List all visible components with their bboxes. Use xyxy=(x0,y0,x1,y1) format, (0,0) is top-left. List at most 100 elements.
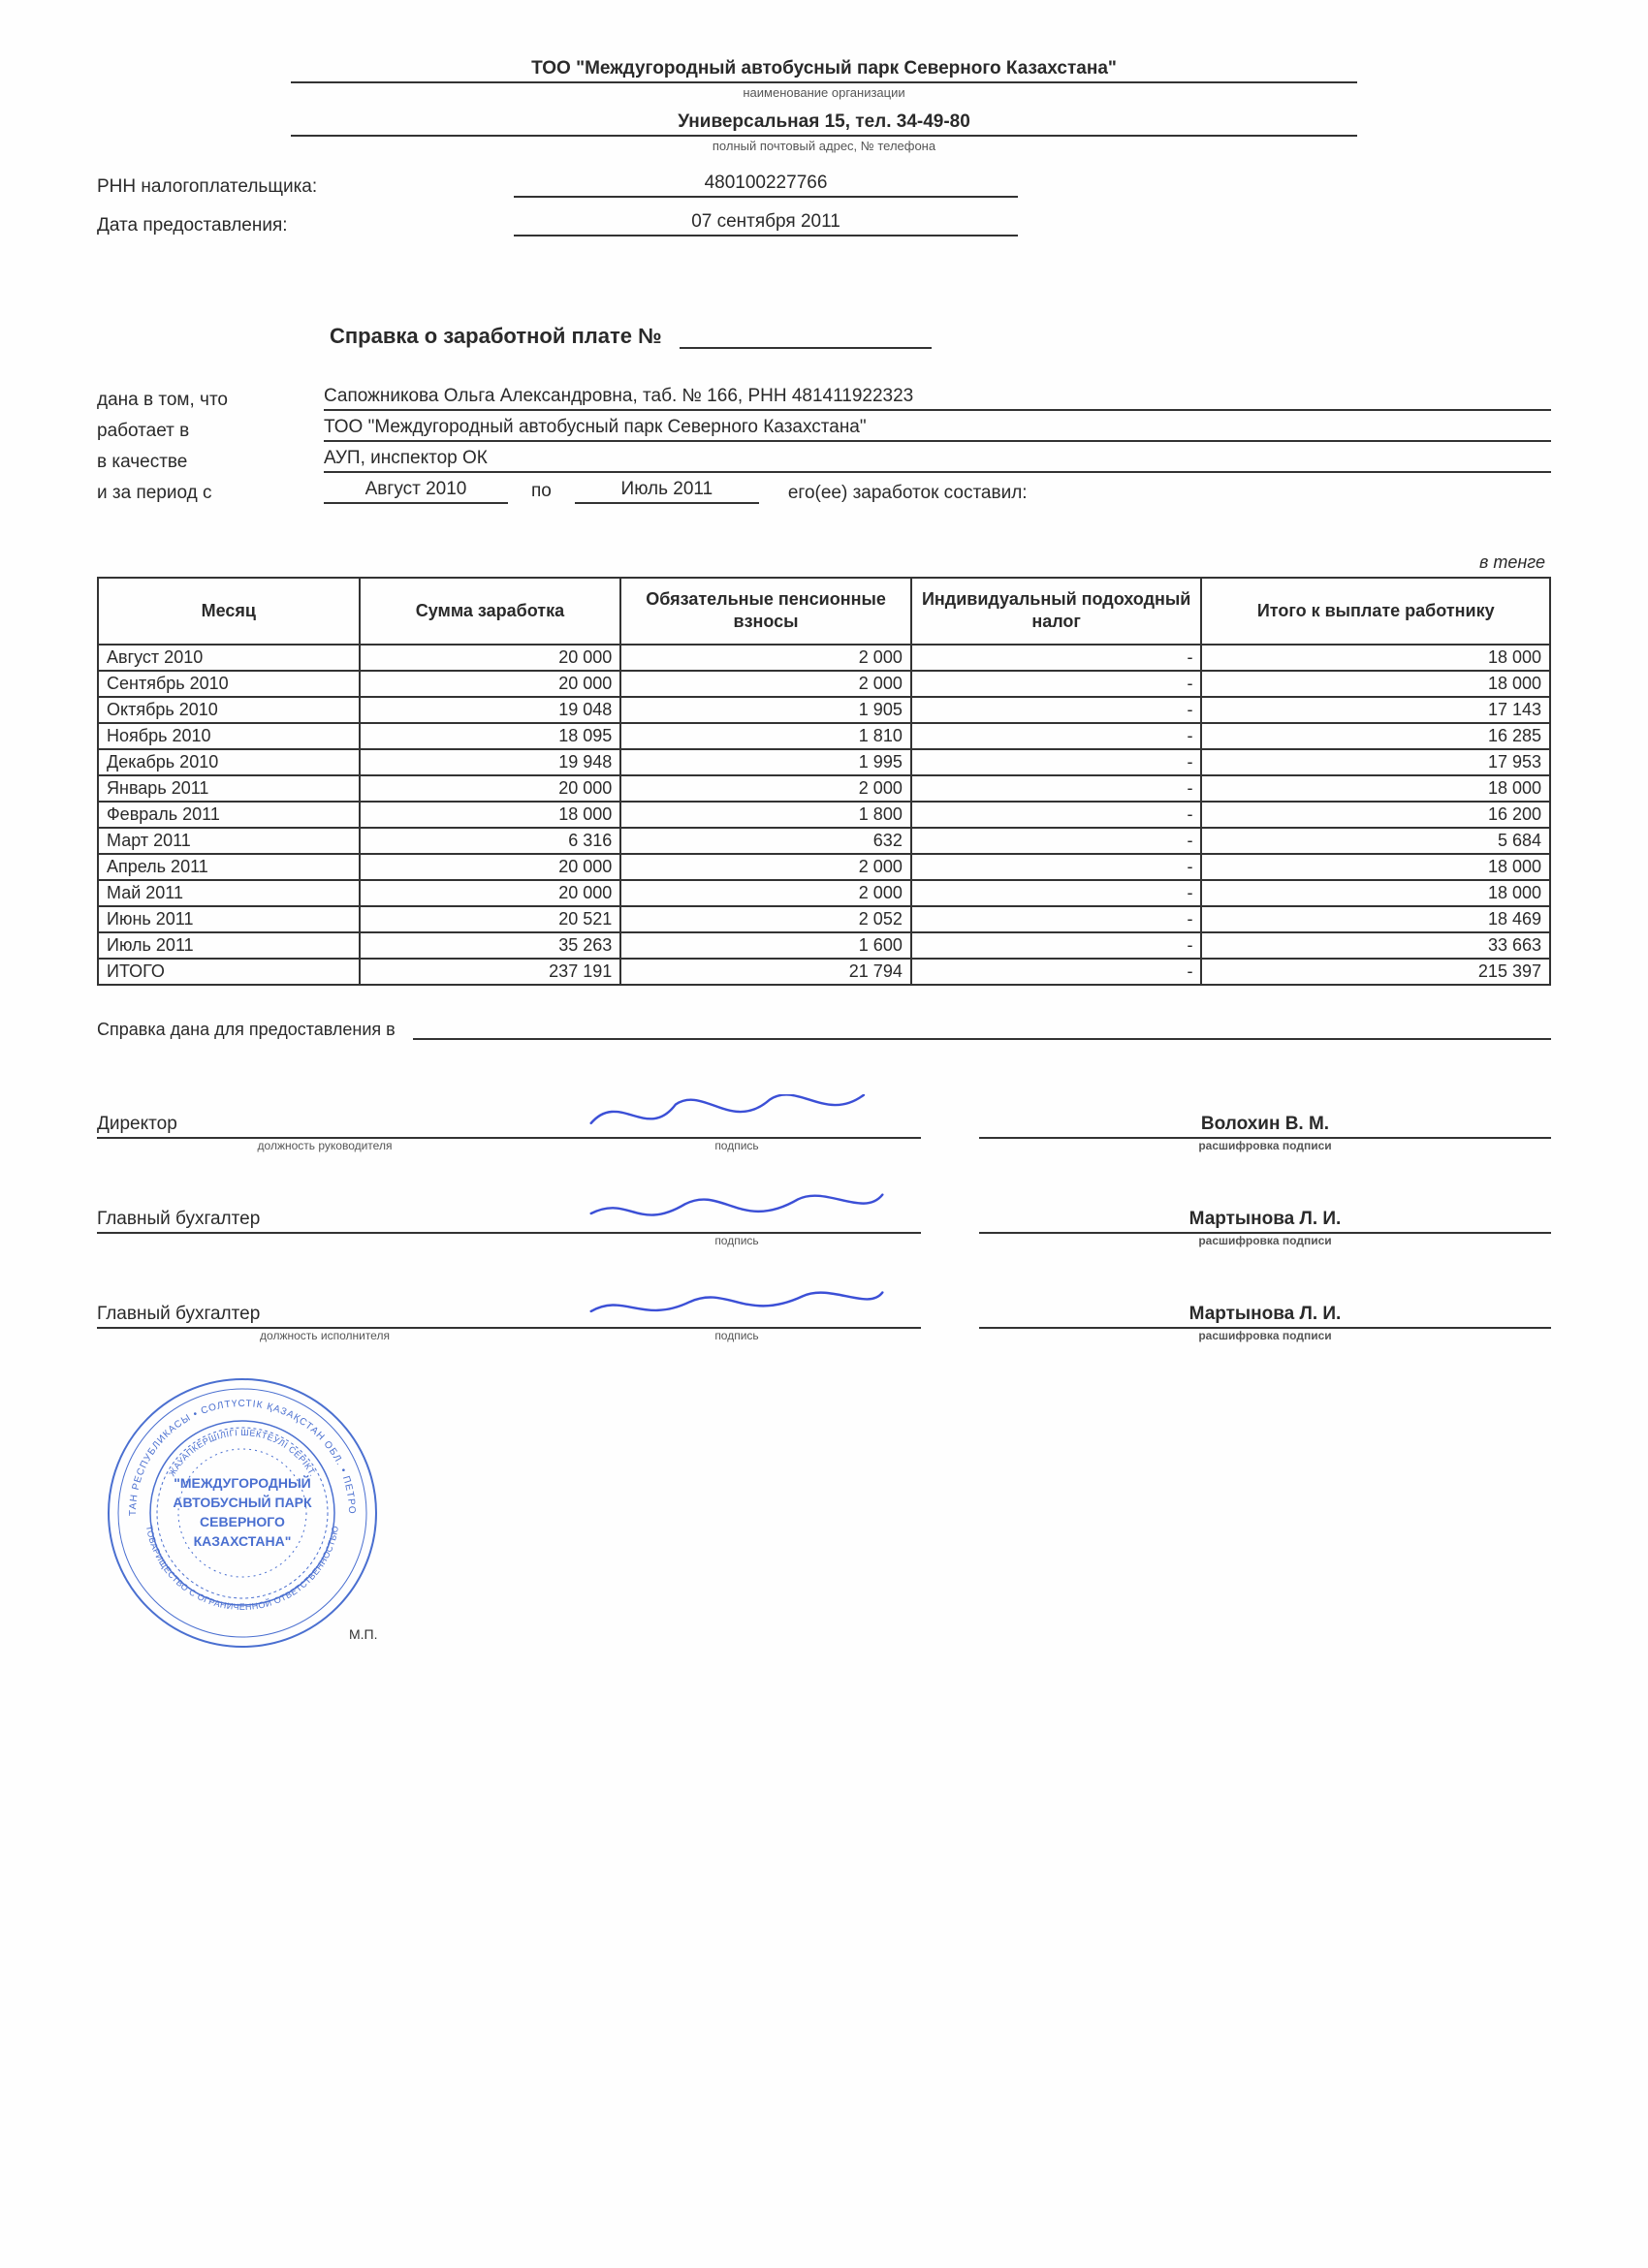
value-cell: 1 810 xyxy=(620,723,911,749)
table-col-header: Сумма заработка xyxy=(360,578,621,645)
stamp-center-1: "МЕЖДУГОРОДНЫЙ xyxy=(174,1474,311,1491)
table-row: Апрель 201120 0002 000-18 000 xyxy=(98,854,1550,880)
signature-role-sublabel: должность исполнителя xyxy=(97,1329,553,1342)
certificate-for-row: Справка дана для предоставления в xyxy=(97,1019,1551,1040)
period-tail: его(ее) заработок составил: xyxy=(759,483,1028,504)
signature-name-sublabel: расшифровка подписи xyxy=(979,1329,1551,1342)
value-cell: 20 000 xyxy=(360,880,621,906)
signature-role: Главный бухгалтер xyxy=(97,1209,553,1234)
signature-name: Мартынова Л. И.расшифровка подписи xyxy=(979,1209,1551,1234)
month-cell: Апрель 2011 xyxy=(98,854,360,880)
value-cell: 2 052 xyxy=(620,906,911,932)
total-value-cell: 237 191 xyxy=(360,959,621,985)
value-cell: 19 048 xyxy=(360,697,621,723)
period-row: Август 2010 по Июль 2011 его(ее) заработ… xyxy=(324,479,1551,504)
signature-role-sublabel: должность руководителя xyxy=(97,1139,553,1152)
value-cell: - xyxy=(911,645,1202,671)
document-page: ТОО "Междугородный автобусный парк Север… xyxy=(0,0,1648,2268)
signatures-block: Директордолжность руководителяподписьВол… xyxy=(97,1098,1551,1329)
value-cell: 16 285 xyxy=(1201,723,1550,749)
value-cell: 1 995 xyxy=(620,749,911,775)
value-cell: 18 000 xyxy=(1201,671,1550,697)
total-label-cell: ИТОГО xyxy=(98,959,360,985)
value-cell: 6 316 xyxy=(360,828,621,854)
period-label: и за период с xyxy=(97,483,310,504)
svg-text:ЖАУАПКЕРШІЛІГІ ШЕКТЕУЛІ СЕРІКТ: ЖАУАПКЕРШІЛІГІ ШЕКТЕУЛІ СЕРІКТ. xyxy=(167,1428,318,1478)
value-cell: 16 200 xyxy=(1201,802,1550,828)
stamp-center-3: СЕВЕРНОГО xyxy=(200,1514,285,1529)
certificate-for-blank xyxy=(413,1019,1551,1040)
value-cell: 19 948 xyxy=(360,749,621,775)
value-cell: 20 000 xyxy=(360,775,621,802)
salary-table-head: МесяцСумма заработкаОбязательные пенсион… xyxy=(98,578,1550,645)
document-number-blank xyxy=(680,328,932,349)
table-row: Август 201020 0002 000-18 000 xyxy=(98,645,1550,671)
value-cell: 632 xyxy=(620,828,911,854)
table-col-header: Итого к выплате работнику xyxy=(1201,578,1550,645)
value-cell: - xyxy=(911,932,1202,959)
value-cell: - xyxy=(911,906,1202,932)
stamp-center-2: АВТОБУСНЫЙ ПАРК xyxy=(173,1494,312,1510)
value-cell: - xyxy=(911,671,1202,697)
value-cell: 1 600 xyxy=(620,932,911,959)
header-fields: РНН налогоплательщика: 480100227766 Дата… xyxy=(97,173,1551,236)
position-label: в качестве xyxy=(97,452,310,473)
organization-name: ТОО "Междугородный автобусный парк Север… xyxy=(291,58,1357,83)
works-at-value: ТОО "Междугородный автобусный парк Север… xyxy=(324,417,1551,442)
value-cell: - xyxy=(911,802,1202,828)
month-cell: Январь 2011 xyxy=(98,775,360,802)
salary-table-body: Август 201020 0002 000-18 000Сентябрь 20… xyxy=(98,645,1550,985)
month-cell: Июль 2011 xyxy=(98,932,360,959)
value-cell: 2 000 xyxy=(620,671,911,697)
salary-table: МесяцСумма заработкаОбязательные пенсион… xyxy=(97,577,1551,986)
value-cell: 33 663 xyxy=(1201,932,1550,959)
month-cell: Август 2010 xyxy=(98,645,360,671)
address-line: Универсальная 15, тел. 34-49-80 xyxy=(291,111,1357,137)
document-title: Справка о заработной плате № xyxy=(330,324,662,349)
month-cell: Сентябрь 2010 xyxy=(98,671,360,697)
value-cell: - xyxy=(911,828,1202,854)
table-row: Июль 201135 2631 600-33 663 xyxy=(98,932,1550,959)
table-row: Февраль 201118 0001 800-16 200 xyxy=(98,802,1550,828)
month-cell: Октябрь 2010 xyxy=(98,697,360,723)
currency-note: в тенге xyxy=(97,552,1551,573)
value-cell: - xyxy=(911,880,1202,906)
month-cell: Май 2011 xyxy=(98,880,360,906)
period-from: Август 2010 xyxy=(324,479,508,504)
table-row: Январь 201120 0002 000-18 000 xyxy=(98,775,1550,802)
month-cell: Ноябрь 2010 xyxy=(98,723,360,749)
employee-info: дана в том, что Сапожникова Ольга Алекса… xyxy=(97,386,1551,504)
value-cell: 2 000 xyxy=(620,854,911,880)
value-cell: - xyxy=(911,749,1202,775)
value-cell: 18 000 xyxy=(1201,645,1550,671)
signature-name-sublabel: расшифровка подписи xyxy=(979,1139,1551,1152)
date-given-value: 07 сентября 2011 xyxy=(514,211,1018,236)
value-cell: 1 800 xyxy=(620,802,911,828)
total-value-cell: 215 397 xyxy=(1201,959,1550,985)
table-col-header: Индивидуальный подоходный налог xyxy=(911,578,1202,645)
table-row: Октябрь 201019 0481 905-17 143 xyxy=(98,697,1550,723)
given-that-label: дана в том, что xyxy=(97,390,310,411)
month-cell: Декабрь 2010 xyxy=(98,749,360,775)
value-cell: 18 000 xyxy=(1201,854,1550,880)
certificate-for-label: Справка дана для предоставления в xyxy=(97,1020,396,1040)
value-cell: 18 000 xyxy=(1201,775,1550,802)
signature-scribble: подпись xyxy=(553,1193,921,1234)
stamp-mid-text: ЖАУАПКЕРШІЛІГІ ШЕКТЕУЛІ СЕРІКТ. xyxy=(167,1428,318,1478)
signature-role: Главный бухгалтердолжность исполнителя xyxy=(97,1304,553,1329)
document-title-row: Справка о заработной плате № xyxy=(97,324,1551,349)
total-value-cell: 21 794 xyxy=(620,959,911,985)
month-cell: Июнь 2011 xyxy=(98,906,360,932)
month-cell: Февраль 2011 xyxy=(98,802,360,828)
value-cell: 18 469 xyxy=(1201,906,1550,932)
total-value-cell: - xyxy=(911,959,1202,985)
signature-sublabel: подпись xyxy=(553,1139,921,1152)
value-cell: 20 000 xyxy=(360,671,621,697)
value-cell: 20 521 xyxy=(360,906,621,932)
value-cell: 20 000 xyxy=(360,645,621,671)
value-cell: 18 000 xyxy=(360,802,621,828)
period-to: Июль 2011 xyxy=(575,479,759,504)
value-cell: - xyxy=(911,775,1202,802)
period-to-word: по xyxy=(508,481,575,504)
value-cell: 2 000 xyxy=(620,880,911,906)
